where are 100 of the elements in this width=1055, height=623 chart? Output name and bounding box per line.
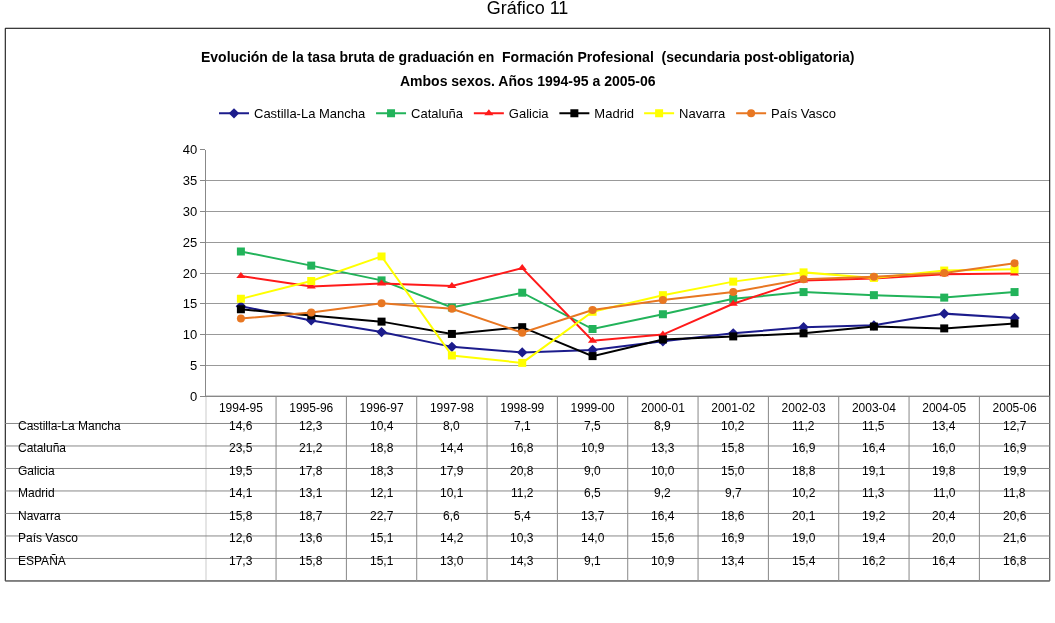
y-tick-label: 20 xyxy=(182,265,198,281)
data-label: 15,8 xyxy=(721,441,745,455)
data-label: 18,7 xyxy=(299,509,323,523)
data-label: 11,2 xyxy=(511,486,534,500)
data-label: 12,7 xyxy=(1003,419,1027,433)
legend-label: Navarra xyxy=(679,106,727,122)
text: 16,8 xyxy=(1003,554,1027,568)
y-tick-label: 25 xyxy=(182,234,198,250)
data-label: 16,0 xyxy=(932,441,956,455)
data-label: 11,0 xyxy=(933,486,956,500)
data-label: 8,0 xyxy=(443,419,461,433)
data-label: 5,4 xyxy=(514,509,532,523)
text: Madrid xyxy=(18,486,55,500)
data-label: 12,1 xyxy=(370,486,394,500)
text: 13,4 xyxy=(721,554,745,568)
text: 14,3 xyxy=(510,554,534,568)
x-tick-label: 2005-06 xyxy=(992,400,1037,415)
data-label: 17,9 xyxy=(440,464,464,478)
x-tick-label: 1994-95 xyxy=(218,400,264,415)
legend-label: Galicia xyxy=(508,106,550,122)
data-label: 6,6 xyxy=(443,509,461,523)
data-label: 13,3 xyxy=(651,441,675,455)
text: 10,9 xyxy=(651,554,675,568)
data-label: 18,6 xyxy=(721,509,745,523)
chart-subtitle: Evolución de la tasa bruta de graduación en Formación Profesional (secundaria post-obligatoria) Ambos sexos. Años 1994-95 a 2005-06 xyxy=(201,49,855,89)
y-tick-label: 5 xyxy=(189,357,198,373)
x-tick-label: 2002-03 xyxy=(781,400,826,415)
data-label: 21,2 xyxy=(299,441,323,455)
data-label: 10,3 xyxy=(510,531,534,545)
data-label: 20,8 xyxy=(510,464,534,478)
data-label: 8,9 xyxy=(654,419,672,433)
text: Navarra xyxy=(18,509,61,523)
data-label: 16,9 xyxy=(792,441,816,455)
text: País Vasco xyxy=(18,531,78,545)
data-label: 14,2 xyxy=(440,531,464,545)
text: 17,3 xyxy=(229,554,253,568)
x-tick-label: 2003-04 xyxy=(851,400,897,415)
y-tick-label: 35 xyxy=(182,173,198,189)
text: 16,4 xyxy=(932,554,956,568)
data-label: 18,3 xyxy=(370,464,394,478)
data-label: 20,6 xyxy=(1003,509,1027,523)
x-tick-label: 1998-99 xyxy=(500,400,545,415)
data-label: 14,6 xyxy=(229,419,253,433)
data-label: 18,8 xyxy=(792,464,816,478)
text: 15,8 xyxy=(299,554,323,568)
data-label: 13,4 xyxy=(932,419,956,433)
data-label: 16,4 xyxy=(651,509,675,523)
data-label: 10,0 xyxy=(651,464,675,478)
data-label: 10,2 xyxy=(792,486,816,500)
text: 9,1 xyxy=(584,554,601,568)
data-label: 15,6 xyxy=(651,531,675,545)
text: Galicia xyxy=(18,464,55,478)
data-label: 19,4 xyxy=(862,531,886,545)
data-label: 20,4 xyxy=(932,509,956,523)
text: 13,0 xyxy=(440,554,464,568)
data-label: 13,7 xyxy=(581,509,605,523)
data-label: 16,9 xyxy=(721,531,745,545)
legend-label: País Vasco xyxy=(771,106,836,122)
x-tick-label: 1997-98 xyxy=(429,400,475,415)
data-label: 10,1 xyxy=(440,486,464,500)
text: 15,1 xyxy=(370,554,394,568)
data-label: 11,2 xyxy=(792,419,815,433)
data-label: 13,6 xyxy=(299,531,323,545)
text: 15,4 xyxy=(792,554,816,568)
data-label: 23,5 xyxy=(229,441,253,455)
y-tick-label: 0 xyxy=(189,388,198,404)
data-label: 16,9 xyxy=(1003,441,1027,455)
data-label: 20,1 xyxy=(792,509,816,523)
data-label: 15,0 xyxy=(721,464,745,478)
data-label: 15,8 xyxy=(229,509,253,523)
text: Castilla-La Mancha xyxy=(18,419,121,433)
data-label: 16,4 xyxy=(862,441,886,455)
y-tick-label: 10 xyxy=(182,327,198,343)
data-label: 19,2 xyxy=(862,509,886,523)
data-label: 10,9 xyxy=(581,441,605,455)
data-label: 6,5 xyxy=(584,486,602,500)
data-label: 11,5 xyxy=(862,419,885,433)
data-label: 14,0 xyxy=(581,531,605,545)
x-tick-label: 2000-01 xyxy=(640,400,686,415)
legend-label: Cataluña xyxy=(411,106,464,122)
data-label: 10,4 xyxy=(370,419,394,433)
text: 16,2 xyxy=(862,554,886,568)
data-label: 18,8 xyxy=(370,441,394,455)
y-tick-label: 40 xyxy=(182,142,198,158)
legend-label: Madrid xyxy=(594,106,635,122)
data-label: 9,7 xyxy=(725,486,743,500)
x-tick-label: 1995-96 xyxy=(289,400,334,415)
data-label: 7,5 xyxy=(584,419,602,433)
data-label: 7,1 xyxy=(514,419,532,433)
data-label: 13,1 xyxy=(299,486,323,500)
x-tick-label: 2001-02 xyxy=(711,400,756,415)
data-label: 16,8 xyxy=(510,441,534,455)
data-label: 9,0 xyxy=(584,464,602,478)
data-label: 10,2 xyxy=(721,419,745,433)
y-tick-label: 30 xyxy=(182,203,198,219)
data-label: 11,8 xyxy=(1003,486,1026,500)
data-label: 11,3 xyxy=(862,486,885,500)
chart-title: Gráfico 11 xyxy=(486,0,569,18)
data-label: 20,0 xyxy=(932,531,956,545)
data-label: 12,3 xyxy=(299,419,323,433)
